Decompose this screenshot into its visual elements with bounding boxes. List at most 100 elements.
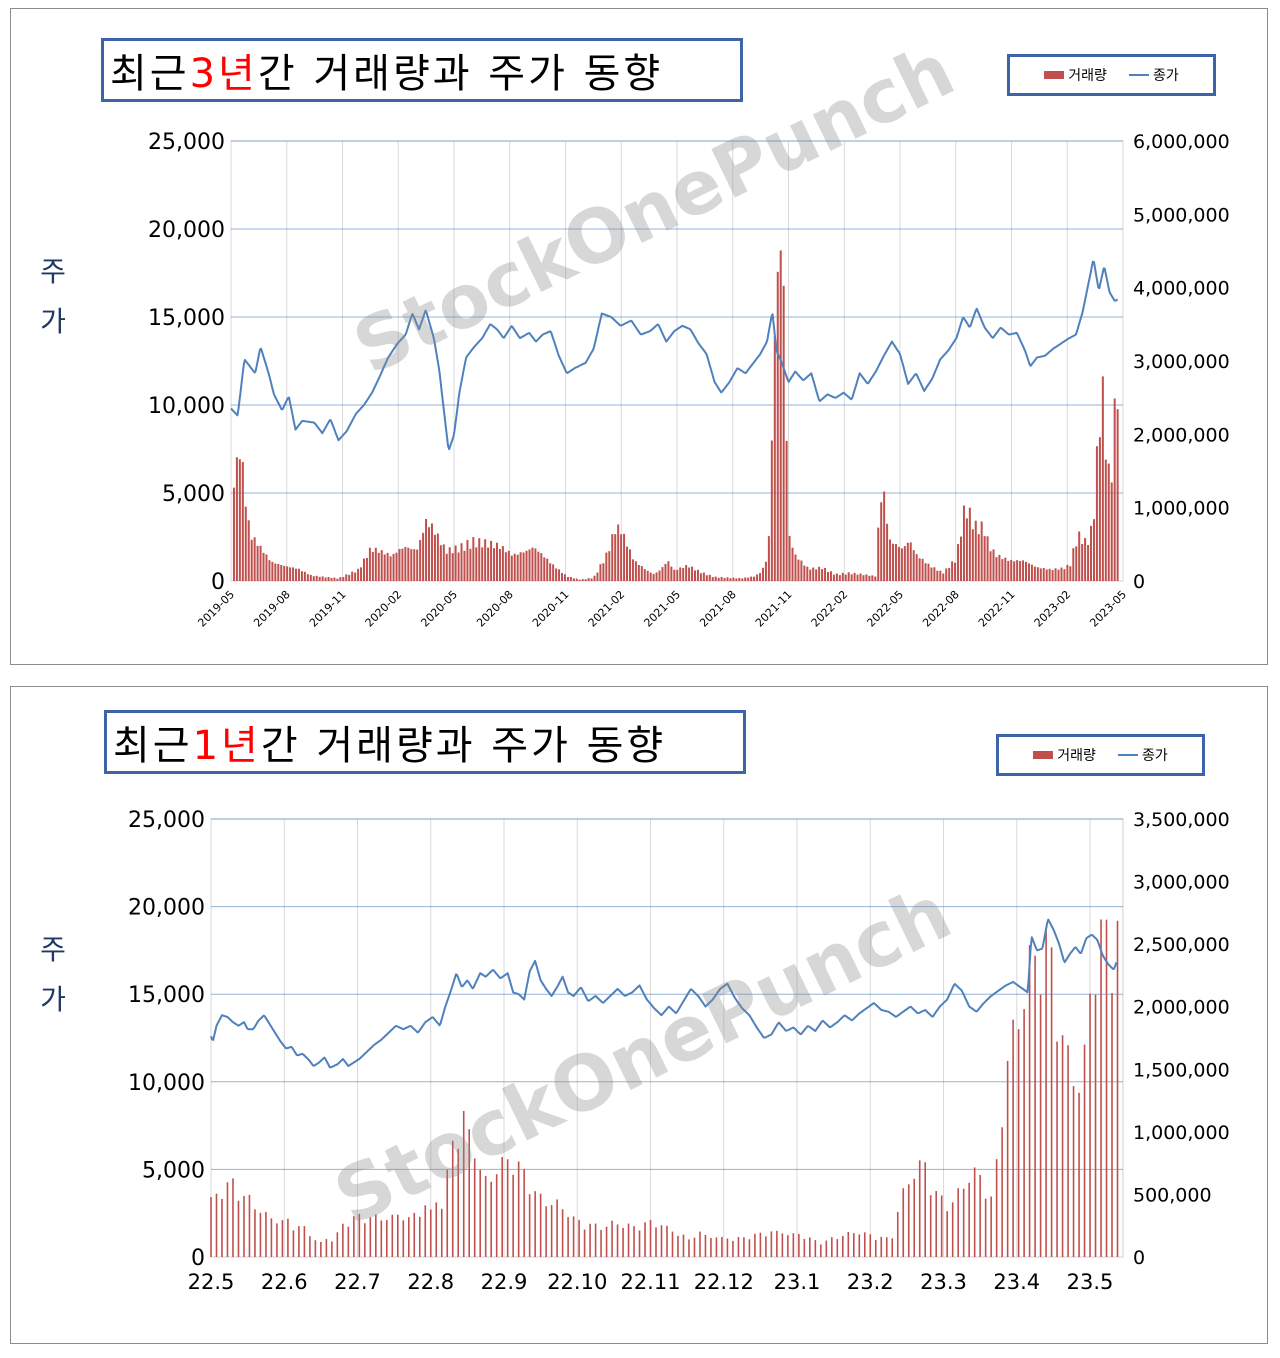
volume-bar xyxy=(992,549,995,581)
volume-bar xyxy=(824,568,827,581)
volume-bar xyxy=(289,567,292,581)
volume-bar xyxy=(798,1234,800,1257)
legend-price-label: 종가 xyxy=(1152,68,1179,84)
volume-bar xyxy=(1010,559,1013,581)
volume-bar xyxy=(457,1148,460,1257)
chart-legend: 거래량 종가 xyxy=(996,734,1205,776)
volume-bar xyxy=(248,1194,251,1257)
volume-bar xyxy=(375,1214,377,1257)
volume-bar xyxy=(704,1234,707,1257)
volume-bar xyxy=(759,1232,762,1257)
volume-bar xyxy=(1004,557,1007,581)
volume-bar xyxy=(753,576,756,581)
volume-bar xyxy=(711,577,714,581)
volume-bar xyxy=(374,547,377,581)
volume-bar xyxy=(825,1240,828,1257)
volume-bar xyxy=(398,548,401,581)
volume-bar xyxy=(513,553,516,581)
volume-bar xyxy=(699,573,702,581)
volume-bar xyxy=(863,1232,866,1257)
volume-bar xyxy=(1087,545,1090,581)
volume-bar xyxy=(616,1224,619,1257)
volume-bar xyxy=(584,579,587,581)
volume-bar xyxy=(265,554,268,581)
volume-bar xyxy=(939,570,942,581)
volume-bar xyxy=(306,574,309,581)
volume-bar xyxy=(380,550,383,581)
volume-bar xyxy=(436,533,439,581)
volume-bar xyxy=(744,577,747,581)
legend-price-swatch xyxy=(1128,74,1149,76)
volume-bar xyxy=(1101,376,1104,581)
volume-bar xyxy=(912,550,915,581)
y-right-tick-label: 1,000,000 xyxy=(1133,1122,1230,1144)
volume-bar xyxy=(546,558,549,581)
x-tick-label: 23.1 xyxy=(774,1270,821,1294)
volume-bar xyxy=(287,1218,289,1257)
volume-bar xyxy=(973,1167,976,1257)
volume-bar xyxy=(1039,568,1042,581)
volume-bar xyxy=(1027,563,1030,581)
volume-bar xyxy=(327,577,330,581)
volume-bar xyxy=(666,1225,668,1257)
volume-bar xyxy=(1050,947,1053,1257)
volume-bar xyxy=(238,459,241,581)
title-suffix: 간 거래량과 주가 동향 xyxy=(257,51,664,97)
y-left-tick-label: 20,000 xyxy=(148,218,225,243)
volume-bar xyxy=(661,567,664,581)
volume-bar xyxy=(510,555,513,581)
volume-bar xyxy=(738,577,741,581)
volume-bar xyxy=(809,569,812,581)
y-right-tick-label: 500,000 xyxy=(1133,1184,1212,1206)
volume-bar xyxy=(723,578,726,581)
volume-bar xyxy=(826,571,829,581)
volume-bar xyxy=(957,1188,959,1257)
volume-bar xyxy=(254,1209,256,1257)
legend-volume-label: 거래량 xyxy=(1057,748,1096,764)
volume-bar xyxy=(602,563,605,581)
volume-bar xyxy=(599,564,602,581)
volume-bar xyxy=(628,549,631,581)
volume-bar xyxy=(818,566,821,581)
volume-bar xyxy=(1025,561,1028,581)
volume-bar xyxy=(469,548,472,581)
volume-bar xyxy=(836,1239,839,1257)
volume-bar xyxy=(309,1236,311,1257)
volume-bar xyxy=(1089,993,1091,1257)
volume-bar xyxy=(351,571,354,581)
volume-bar xyxy=(850,574,853,581)
volume-bar xyxy=(696,569,699,581)
x-tick-label: 2021-11 xyxy=(753,588,795,630)
volume-bar xyxy=(425,519,428,581)
volume-bar xyxy=(998,554,1001,581)
title-prefix: 최근 xyxy=(113,723,193,769)
y-left-tick-label: 20,000 xyxy=(128,896,205,921)
volume-bar xyxy=(721,1237,723,1257)
volume-bar xyxy=(838,575,841,581)
y-left-tick-label: 5,000 xyxy=(142,1158,205,1183)
volume-bar xyxy=(741,578,744,581)
volume-bar xyxy=(865,574,868,581)
legend-price-label: 종가 xyxy=(1141,748,1168,764)
volume-bar xyxy=(589,1223,591,1257)
volume-bar xyxy=(679,567,682,581)
volume-bar xyxy=(971,529,974,581)
volume-bar xyxy=(903,546,906,581)
volume-bar xyxy=(962,505,965,581)
x-tick-label: 22.5 xyxy=(188,1270,235,1294)
volume-bar xyxy=(637,565,640,581)
volume-bar xyxy=(451,553,454,581)
volume-bar xyxy=(1095,446,1098,581)
volume-bar xyxy=(877,527,880,581)
volume-bar xyxy=(605,1226,608,1257)
volume-bar xyxy=(466,539,469,581)
volume-bar xyxy=(274,563,277,581)
volume-bar xyxy=(413,549,416,581)
y-right-tick-label: 0 xyxy=(1133,571,1145,593)
volume-bar xyxy=(396,1214,399,1257)
volume-bar xyxy=(977,534,980,581)
volume-bar xyxy=(1017,1029,1020,1257)
volume-bar xyxy=(324,577,327,581)
volume-bar xyxy=(658,570,661,581)
y-axis-label-char-2: 가 xyxy=(40,305,66,338)
